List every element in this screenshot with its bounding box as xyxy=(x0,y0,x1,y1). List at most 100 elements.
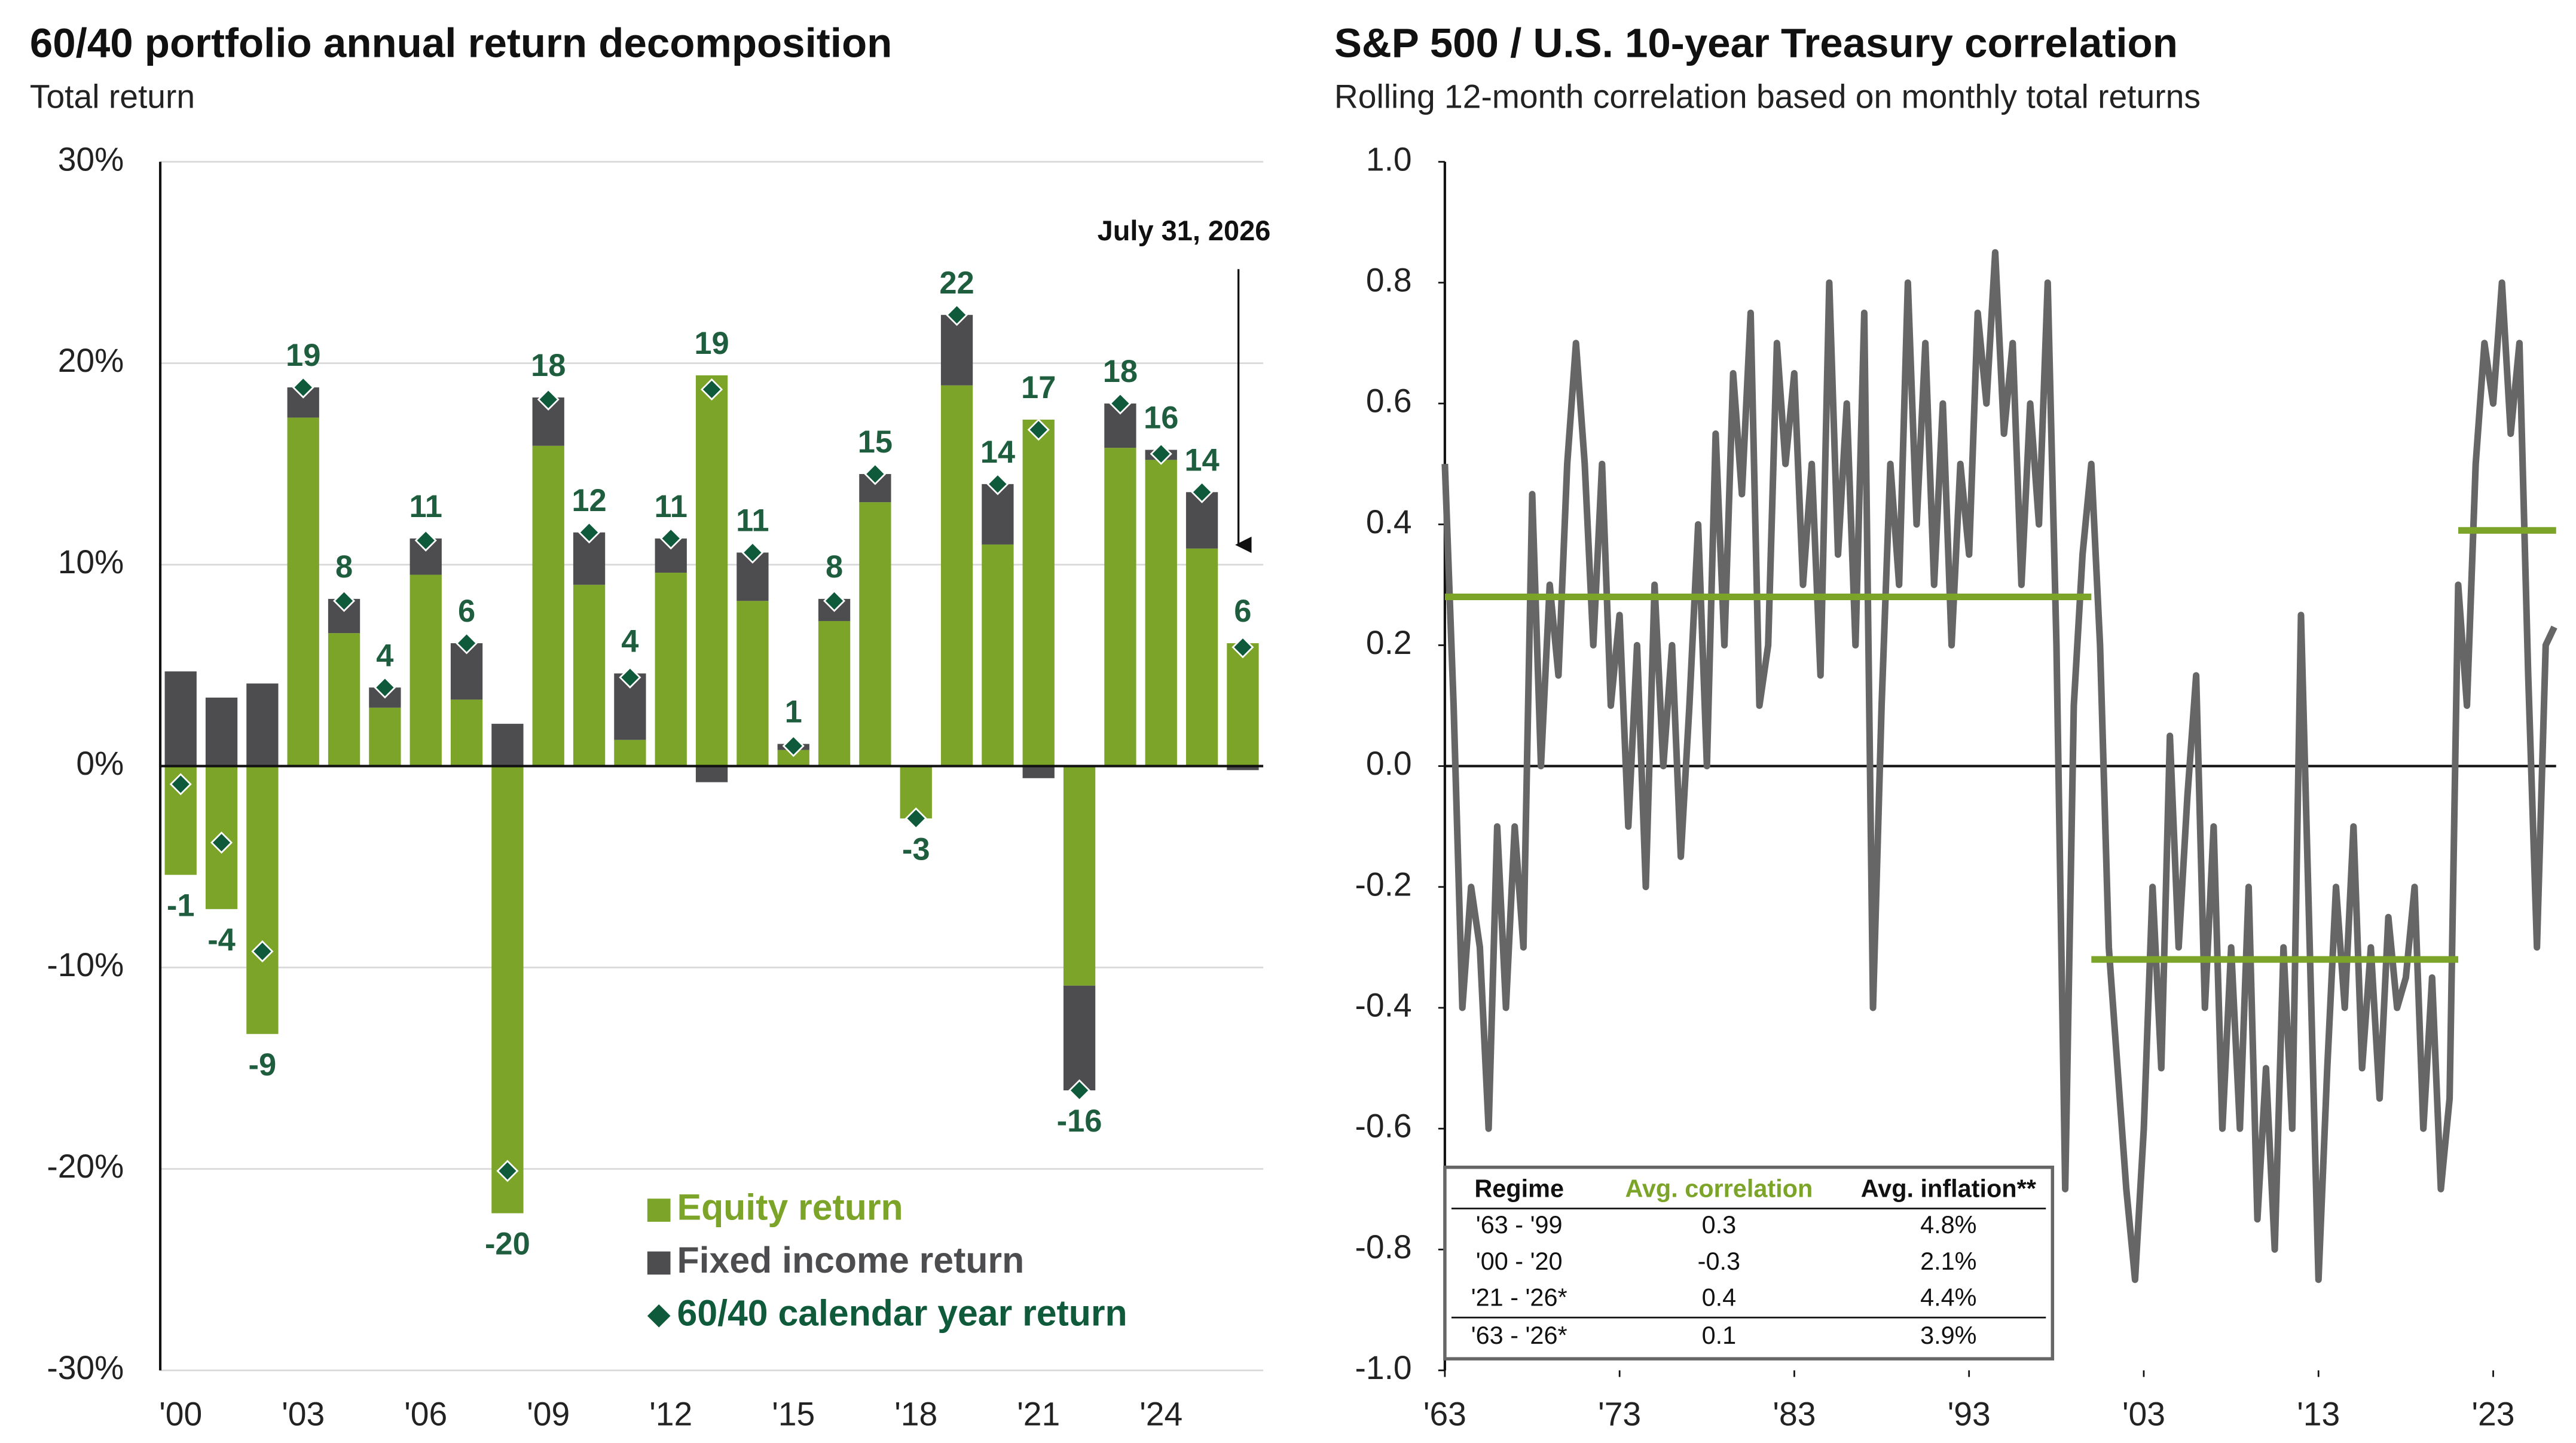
total-marker xyxy=(782,735,805,757)
table-header: Regime xyxy=(1474,1174,1564,1202)
data-label: 4 xyxy=(621,625,638,659)
total-marker xyxy=(1027,418,1050,441)
bar-segment xyxy=(695,375,728,766)
bar-segment xyxy=(1104,448,1136,766)
table-box xyxy=(1443,1165,2055,1361)
bar-segment xyxy=(491,723,524,766)
x-tick-label: '15 xyxy=(772,1395,815,1432)
total-marker xyxy=(1068,1079,1091,1102)
data-label: 8 xyxy=(826,550,843,585)
data-label: -1 xyxy=(167,889,195,924)
bar-segment xyxy=(1022,419,1055,766)
data-label: 8 xyxy=(335,550,353,585)
data-label: 17 xyxy=(1021,371,1056,405)
data-label: 6 xyxy=(458,594,475,629)
legend-label: Equity return xyxy=(677,1187,903,1228)
data-label: -20 xyxy=(485,1227,530,1262)
total-marker xyxy=(1232,636,1254,659)
table-cell: 3.9% xyxy=(1920,1321,1976,1349)
data-label: 18 xyxy=(1103,354,1138,389)
data-label: 4 xyxy=(376,638,393,673)
data-label: 19 xyxy=(694,326,729,361)
table-cell: '63 - '99 xyxy=(1476,1210,1563,1239)
bar-segment xyxy=(1185,548,1218,766)
bar-segment xyxy=(164,671,197,766)
y-tick-label: 0.8 xyxy=(1366,261,1412,298)
data-label: -4 xyxy=(207,923,236,958)
total-marker xyxy=(414,529,437,552)
bar-segment xyxy=(818,620,851,766)
data-label: 6 xyxy=(1234,594,1251,629)
x-tick-label: '93 xyxy=(1948,1395,1991,1432)
total-marker xyxy=(251,940,274,963)
x-tick-label: '24 xyxy=(1139,1395,1182,1432)
table-cell: '21 - '26* xyxy=(1471,1283,1567,1311)
total-marker xyxy=(169,773,192,796)
data-label: 22 xyxy=(939,266,974,301)
annotation: July 31, 2026 xyxy=(1098,215,1271,246)
table-cell: 0.3 xyxy=(1702,1210,1737,1239)
total-marker xyxy=(1150,442,1172,465)
total-marker xyxy=(946,304,968,326)
bar-segment xyxy=(328,633,360,766)
bar-segment xyxy=(1063,985,1096,1091)
chart-title: S&P 500 / U.S. 10-year Treasury correlat… xyxy=(1334,20,2178,66)
data-label: 15 xyxy=(858,425,893,460)
bar-segment xyxy=(1227,643,1259,766)
legend-swatch xyxy=(647,1304,671,1328)
total-marker xyxy=(456,632,478,655)
bar-segment xyxy=(1063,766,1096,986)
x-tick-label: '23 xyxy=(2472,1395,2515,1432)
total-marker xyxy=(1191,481,1214,503)
bar-segment xyxy=(287,417,319,766)
data-label: 14 xyxy=(980,435,1015,470)
bar-segment xyxy=(1022,766,1055,778)
bar-segment xyxy=(205,698,238,766)
bar-segment xyxy=(982,544,1014,766)
chart-subtitle: Total return xyxy=(30,78,195,115)
total-marker xyxy=(496,1160,519,1182)
table-cell: 0.1 xyxy=(1702,1321,1737,1349)
data-label: 11 xyxy=(736,504,769,539)
y-tick-label: 0.4 xyxy=(1366,503,1412,540)
legend-swatch xyxy=(647,1251,671,1275)
bar-segment xyxy=(450,699,483,766)
x-tick-label: '63 xyxy=(1423,1395,1466,1432)
line-series xyxy=(1441,249,2557,1283)
y-tick-label: 0.2 xyxy=(1366,624,1412,661)
chart-title: 60/40 portfolio annual return decomposit… xyxy=(30,20,892,66)
legend-swatch xyxy=(647,1199,671,1222)
data-label: 19 xyxy=(286,338,320,373)
x-tick-label: '03 xyxy=(282,1395,325,1432)
total-marker xyxy=(986,473,1009,496)
y-tick-label: -0.8 xyxy=(1355,1228,1411,1265)
bar-segment xyxy=(614,739,646,766)
y-tick-label: -0.6 xyxy=(1355,1108,1411,1145)
y-tick-label: 30% xyxy=(58,140,124,178)
data-label: 12 xyxy=(572,484,606,518)
y-tick-label: -10% xyxy=(47,946,124,983)
y-tick-label: 20% xyxy=(58,342,124,379)
x-tick-label: '03 xyxy=(2122,1395,2165,1432)
table-header: Avg. correlation xyxy=(1625,1174,1813,1202)
data-label: 11 xyxy=(654,490,687,524)
data-label: 16 xyxy=(1144,401,1178,436)
table-header: Avg. inflation** xyxy=(1861,1174,2037,1202)
x-tick-label: '09 xyxy=(527,1395,570,1432)
x-tick-label: '06 xyxy=(404,1395,447,1432)
bar-segment xyxy=(1227,766,1259,771)
bar-segment xyxy=(1145,460,1177,766)
legend-label: Fixed income return xyxy=(677,1240,1025,1280)
bar-segment xyxy=(246,683,279,766)
x-tick-label: '12 xyxy=(649,1395,692,1432)
total-marker xyxy=(1109,392,1132,415)
total-marker xyxy=(537,388,560,411)
table-cell: '63 - '26* xyxy=(1471,1321,1567,1349)
total-marker xyxy=(210,831,233,854)
y-tick-label: 0% xyxy=(76,745,124,782)
total-marker xyxy=(904,807,927,830)
total-marker xyxy=(578,521,601,544)
bar-segment xyxy=(695,766,728,782)
x-tick-label: '13 xyxy=(2297,1395,2340,1432)
